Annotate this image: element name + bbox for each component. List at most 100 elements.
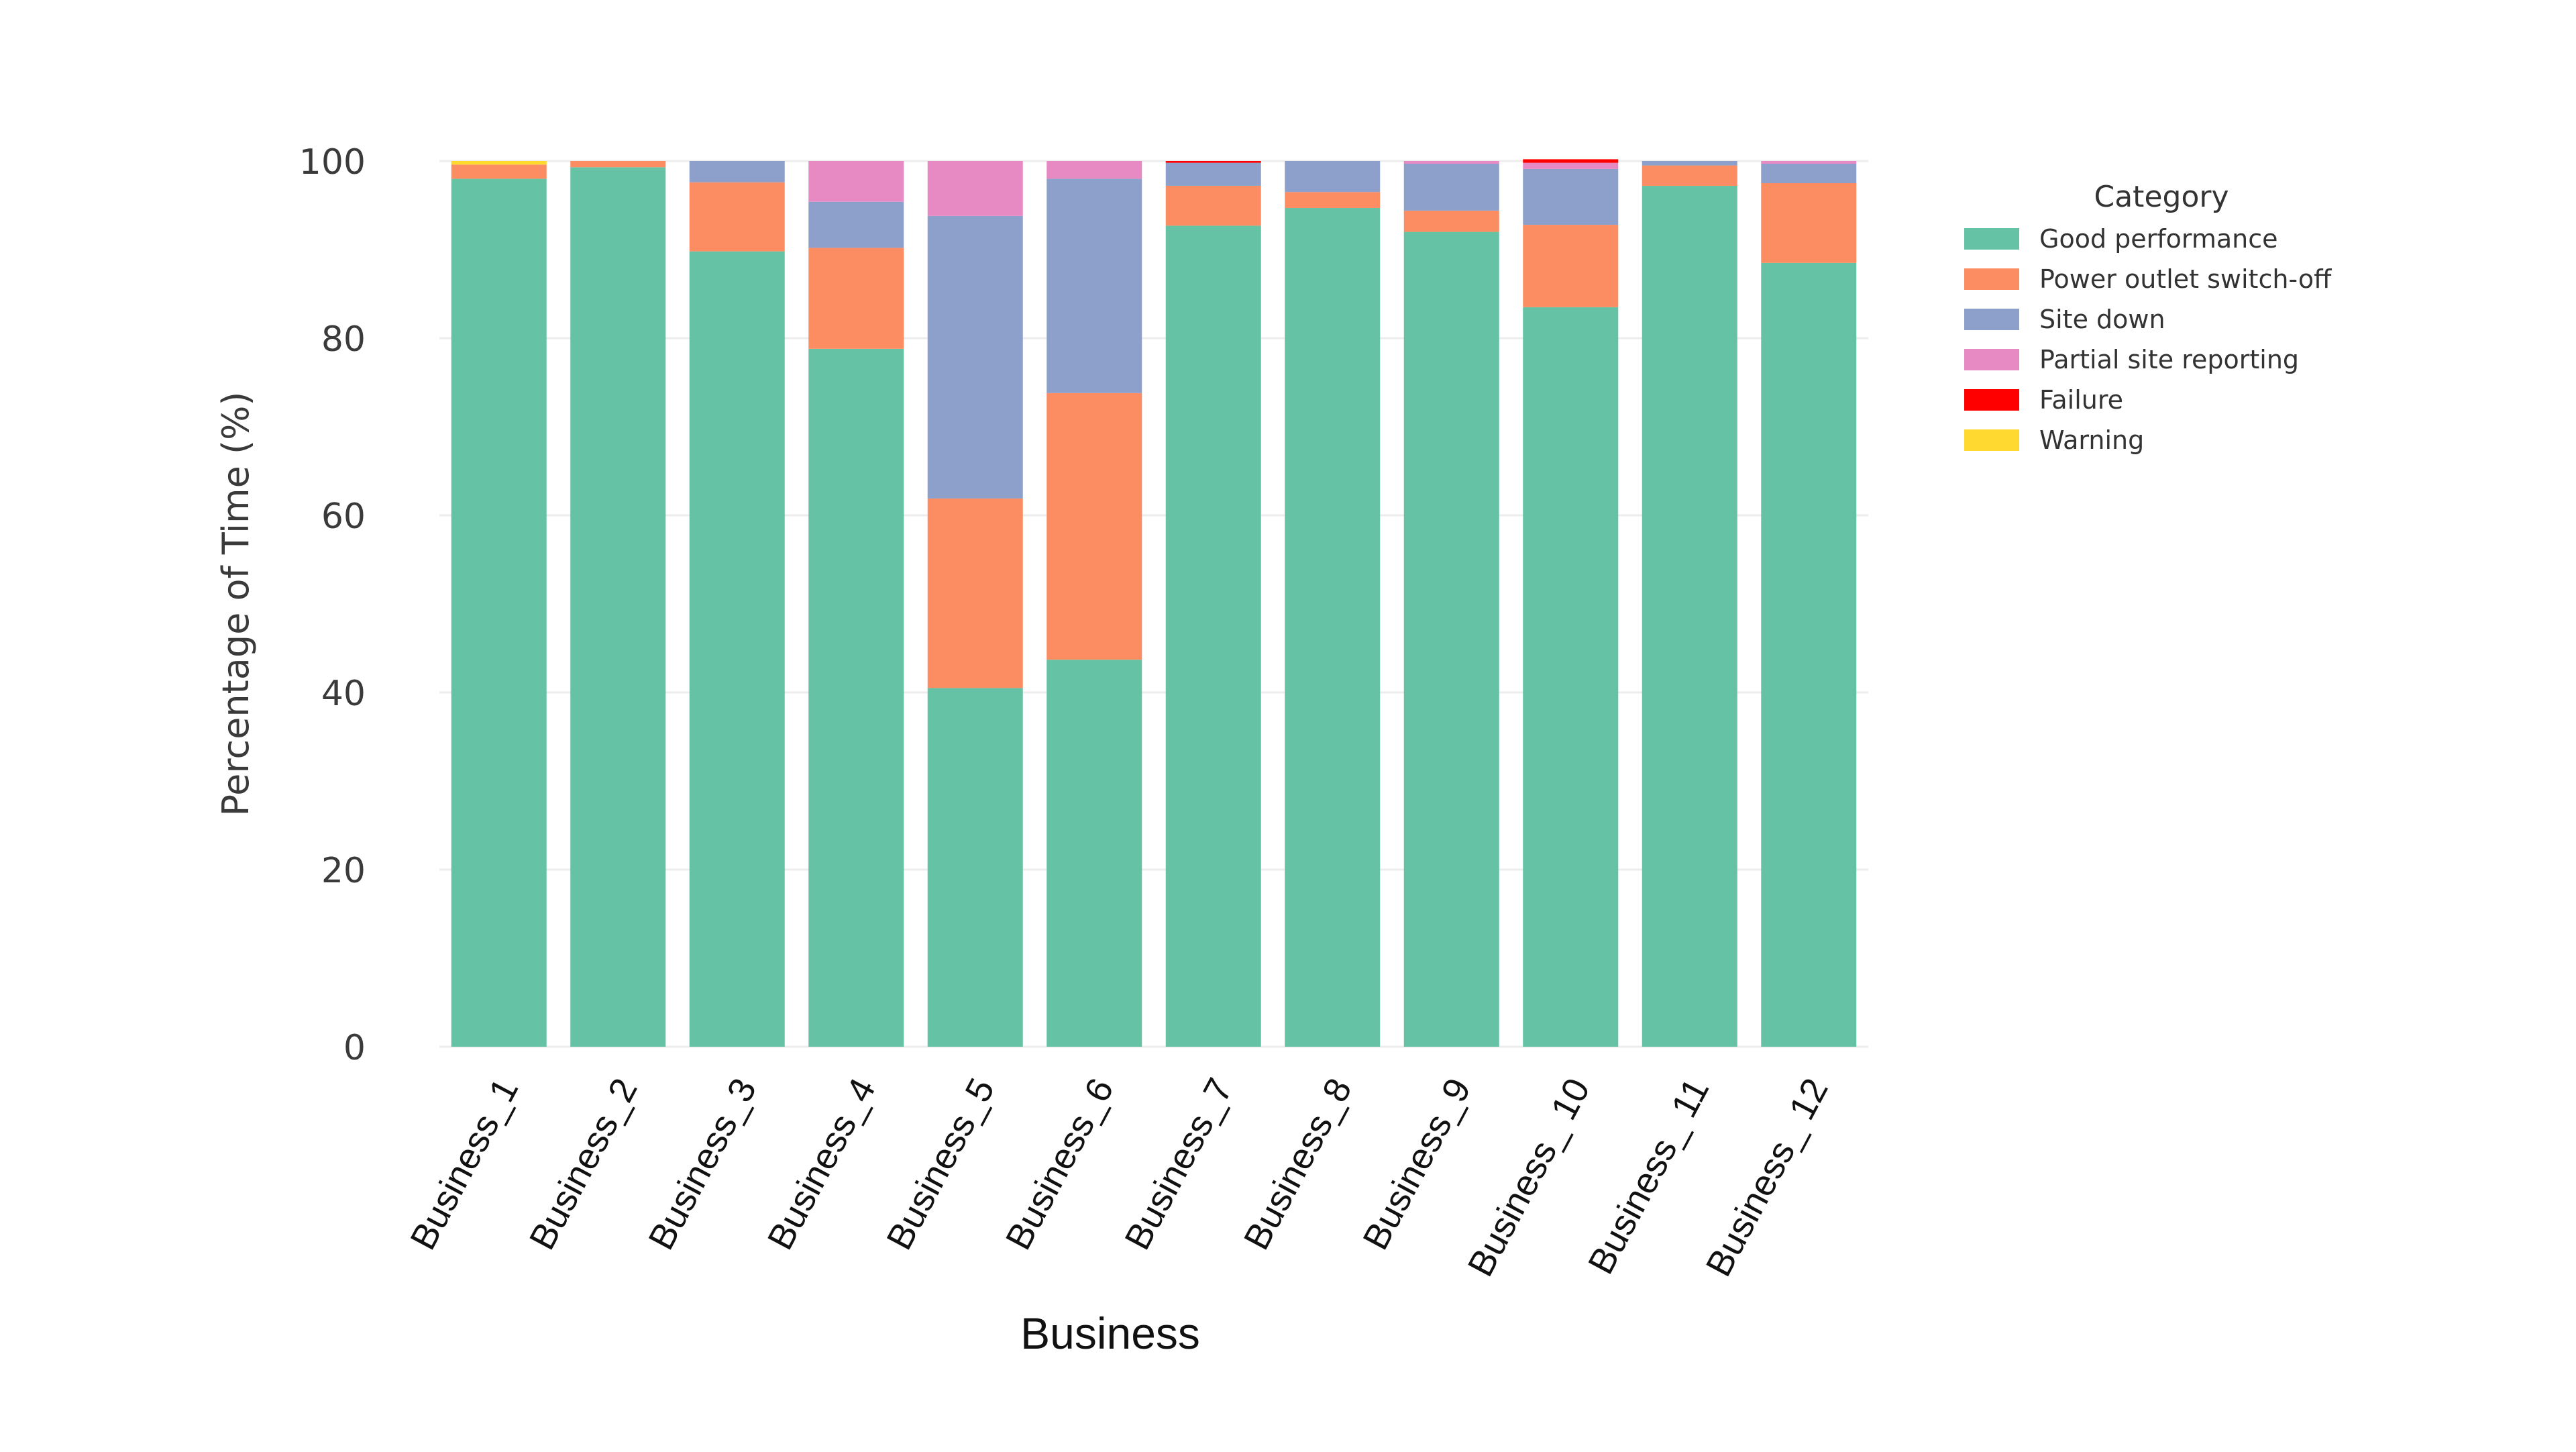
- legend: Category Good performance Power outlet sw…: [1964, 180, 2332, 455]
- legend-swatch: [1964, 429, 2019, 451]
- bar-stack: [689, 161, 785, 1047]
- x-tick-label: Business_1: [402, 1072, 526, 1256]
- x-axis-title: Business: [1020, 1308, 1200, 1358]
- legend-swatch: [1964, 268, 2019, 290]
- x-tick-label: Business_6: [998, 1072, 1122, 1256]
- y-tick-label: 20: [321, 851, 366, 891]
- bar-segment: [1046, 660, 1142, 1047]
- bar-segment: [689, 161, 785, 183]
- y-tick-label: 0: [343, 1028, 366, 1068]
- legend-label: Good performance: [2039, 224, 2278, 254]
- bars: [451, 159, 1857, 1047]
- bar-segment: [808, 248, 904, 349]
- bar-segment: [451, 178, 547, 1047]
- bar-segment: [1165, 162, 1261, 186]
- y-tick-label: 60: [321, 497, 366, 537]
- legend-item: Failure: [1964, 385, 2123, 415]
- bar-stack: [570, 161, 666, 1047]
- bar-segment: [689, 251, 785, 1047]
- bar-segment: [1285, 192, 1381, 208]
- bar-stack: [1046, 161, 1142, 1047]
- bar-segment: [1165, 161, 1261, 163]
- legend-item: Good performance: [1964, 224, 2278, 254]
- y-tick-label: 80: [321, 319, 366, 360]
- bar-segment: [1285, 161, 1381, 193]
- bar-segment: [927, 215, 1023, 499]
- bar-segment: [1642, 165, 1737, 186]
- x-tick-label: Business_9: [1355, 1072, 1479, 1256]
- bar-segment: [1761, 183, 1857, 263]
- gridlines: [439, 160, 1868, 1048]
- legend-item: Warning: [1964, 425, 2144, 455]
- x-tick-label: Business_ 10: [1460, 1072, 1598, 1282]
- legend-title: Category: [2094, 180, 2229, 214]
- bar-segment: [808, 348, 904, 1047]
- bar-segment: [1761, 161, 1857, 164]
- bar-segment: [1642, 161, 1737, 166]
- bar-stack: [808, 161, 904, 1047]
- bar-segment: [1403, 231, 1499, 1047]
- bar-segment: [570, 167, 666, 1047]
- y-axis-ticks: 0 20 40 60 80 100: [299, 142, 366, 1068]
- x-tick-label: Business_8: [1236, 1072, 1360, 1256]
- bar-segment: [927, 161, 1023, 216]
- y-axis-title: Percentage of Time (%): [215, 392, 257, 817]
- x-tick-label: Business_ 11: [1580, 1072, 1717, 1280]
- y-tick-label: 100: [299, 142, 366, 183]
- bar-stack: [451, 161, 547, 1047]
- legend-item: Site down: [1964, 305, 2165, 334]
- bar-segment: [1046, 161, 1142, 179]
- bar-segment: [689, 182, 785, 252]
- bar-stack: [1403, 161, 1499, 1047]
- bar-segment: [927, 688, 1023, 1047]
- x-tick-label: Business_7: [1117, 1072, 1240, 1256]
- bar-segment: [808, 201, 904, 248]
- bar-segment: [1046, 393, 1142, 660]
- bar-segment: [1523, 225, 1619, 307]
- bar-segment: [451, 164, 547, 179]
- legend-label: Site down: [2039, 305, 2165, 334]
- bar-segment: [1523, 159, 1619, 163]
- bar-stack: [1165, 161, 1261, 1047]
- bar-segment: [1403, 163, 1499, 211]
- x-tick-label: Business_5: [879, 1072, 1002, 1256]
- bar-segment: [927, 498, 1023, 688]
- legend-swatch: [1964, 228, 2019, 250]
- bar-segment: [1285, 207, 1381, 1047]
- bar-segment: [1523, 162, 1619, 169]
- x-tick-label: Business_3: [641, 1072, 764, 1256]
- bar-segment: [1761, 262, 1857, 1047]
- legend-swatch: [1964, 349, 2019, 370]
- x-tick-label: Business_4: [760, 1072, 883, 1256]
- bar-stack: [1761, 161, 1857, 1047]
- bar-segment: [570, 161, 666, 168]
- legend-items: Good performance Power outlet switch-off S…: [1964, 224, 2332, 455]
- legend-swatch: [1964, 309, 2019, 330]
- bar-stack: [1285, 161, 1381, 1047]
- bar-segment: [808, 161, 904, 202]
- bar-segment: [1403, 161, 1499, 164]
- bar-segment: [1403, 210, 1499, 232]
- bar-segment: [1046, 178, 1142, 393]
- bar-segment: [1523, 307, 1619, 1047]
- x-tick-label: Business_ 12: [1699, 1072, 1836, 1282]
- bar-stack: [1523, 159, 1619, 1047]
- bar-segment: [1523, 168, 1619, 225]
- legend-label: Partial site reporting: [2039, 345, 2299, 374]
- bar-stack: [1642, 161, 1737, 1047]
- x-axis-ticks: Business_1Business_2Business_3Business_4…: [402, 1072, 1836, 1282]
- bar-segment: [1165, 225, 1261, 1047]
- legend-item: Partial site reporting: [1964, 345, 2299, 374]
- bar-segment: [451, 161, 547, 165]
- bar-stack: [927, 161, 1023, 1047]
- legend-label: Power outlet switch-off: [2039, 264, 2332, 294]
- x-tick-label: Business_2: [522, 1072, 645, 1256]
- bar-segment: [1642, 185, 1737, 1047]
- legend-label: Warning: [2039, 425, 2144, 455]
- y-tick-label: 40: [321, 674, 366, 714]
- bar-segment: [1761, 163, 1857, 183]
- legend-label: Failure: [2039, 385, 2123, 415]
- legend-item: Power outlet switch-off: [1964, 264, 2332, 294]
